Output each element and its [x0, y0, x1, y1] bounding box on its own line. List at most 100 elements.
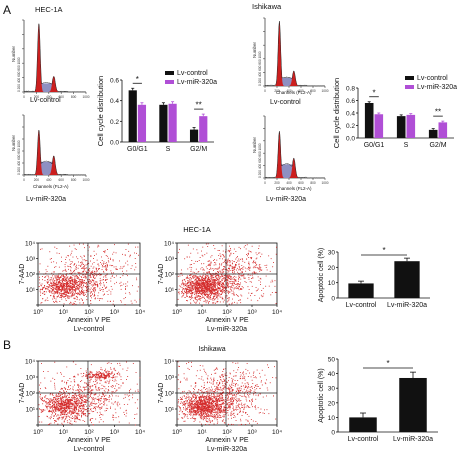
event-dot: [61, 284, 62, 286]
event-dot: [50, 411, 52, 412]
cellcycle-hec1a-y-tick-label: 0.2: [110, 119, 119, 126]
event-dot: [63, 412, 65, 414]
event-dot: [214, 283, 216, 285]
event-dot: [207, 289, 209, 290]
event-dot: [68, 400, 70, 402]
event-dot: [219, 296, 221, 298]
event-dot: [54, 404, 55, 405]
event-dot: [226, 287, 227, 289]
flow-ishikawa-control-x-label: Annexin V PE: [67, 437, 111, 444]
event-dot: [205, 285, 207, 286]
event-dot: [217, 267, 219, 269]
event-dot: [77, 389, 79, 390]
event-dot: [228, 291, 229, 293]
event-dot: [82, 391, 83, 393]
event-dot: [228, 267, 230, 269]
event-dot: [227, 280, 229, 282]
event-dot: [105, 407, 107, 409]
event-dot: [103, 395, 105, 397]
event-dot: [84, 266, 85, 268]
event-dot: [230, 277, 232, 279]
event-dot: [187, 292, 188, 294]
event-dot: [132, 394, 134, 396]
event-dot: [115, 389, 117, 391]
event-dot: [230, 249, 232, 251]
event-dot: [72, 294, 74, 296]
event-dot: [194, 286, 196, 287]
event-dot: [190, 279, 192, 281]
event-dot: [185, 284, 186, 286]
event-dot: [202, 280, 203, 282]
event-dot: [68, 266, 70, 267]
event-dot: [58, 278, 60, 280]
event-dot: [241, 286, 243, 287]
event-dot: [75, 279, 76, 281]
event-dot: [198, 287, 200, 289]
event-dot: [212, 290, 214, 291]
event-dot: [63, 396, 65, 397]
event-dot: [202, 269, 204, 271]
event-dot: [203, 291, 204, 293]
event-dot: [81, 394, 83, 396]
flow-hec1a-control-x-tick-label: 10²: [84, 309, 94, 316]
event-dot: [61, 399, 62, 401]
event-dot: [85, 278, 87, 280]
flow-hec1a-mir-sample-label: Lv-miR-320a: [207, 326, 247, 333]
event-dot: [240, 289, 242, 290]
event-dot: [39, 282, 41, 284]
cellcycle-hec1a-sig-label: **: [196, 101, 202, 110]
event-dot: [76, 395, 77, 397]
cellcycle-ishikawa-y-tick-label: 0.6: [346, 98, 355, 105]
event-dot: [100, 376, 102, 378]
event-dot: [71, 403, 72, 405]
event-dot: [52, 412, 53, 414]
event-dot: [83, 282, 85, 283]
event-dot: [102, 376, 104, 378]
event-dot: [79, 279, 81, 280]
event-dot: [85, 399, 87, 401]
event-dot: [195, 398, 196, 399]
panel-label-a: A: [3, 3, 11, 17]
event-dot: [84, 387, 85, 389]
hist-hec1a-control-y-tick-labels: 0 200 400 600 800 1000: [17, 57, 21, 92]
event-dot: [97, 399, 99, 400]
event-dot: [86, 290, 88, 292]
event-dot: [138, 254, 139, 256]
event-dot: [62, 280, 63, 282]
event-dot: [53, 404, 55, 406]
event-dot: [66, 420, 68, 422]
event-dot: [106, 268, 107, 270]
flow-hec1a-control-y-tick-label: 10³: [26, 256, 36, 263]
event-dot: [58, 282, 60, 283]
event-dot: [98, 388, 100, 390]
event-dot: [85, 395, 86, 397]
event-dot: [56, 283, 58, 285]
event-dot: [214, 272, 216, 274]
event-dot: [100, 372, 101, 373]
event-dot: [216, 300, 218, 302]
hist-ishikawa-mir-label: Lv-miR-320a: [266, 196, 306, 203]
event-dot: [57, 401, 59, 403]
event-dot: [45, 405, 47, 407]
event-dot: [226, 280, 228, 282]
event-dot: [187, 283, 188, 285]
event-dot: [47, 265, 49, 267]
event-dot: [42, 410, 44, 412]
event-dot: [70, 422, 71, 424]
event-dot: [189, 277, 191, 279]
event-dot: [187, 291, 189, 293]
event-dot: [186, 285, 188, 287]
event-dot: [95, 376, 96, 377]
hist-ishikawa-control-x-tick-label: 1000: [321, 89, 328, 93]
event-dot: [229, 288, 231, 290]
event-dot: [241, 258, 243, 260]
event-dot: [217, 286, 218, 288]
event-dot: [136, 290, 138, 292]
event-dot: [73, 407, 75, 409]
event-dot: [203, 296, 205, 298]
event-dot: [274, 291, 276, 293]
event-dot: [86, 271, 88, 273]
event-dot: [93, 258, 94, 259]
event-dot: [64, 280, 66, 282]
event-dot: [224, 281, 225, 282]
